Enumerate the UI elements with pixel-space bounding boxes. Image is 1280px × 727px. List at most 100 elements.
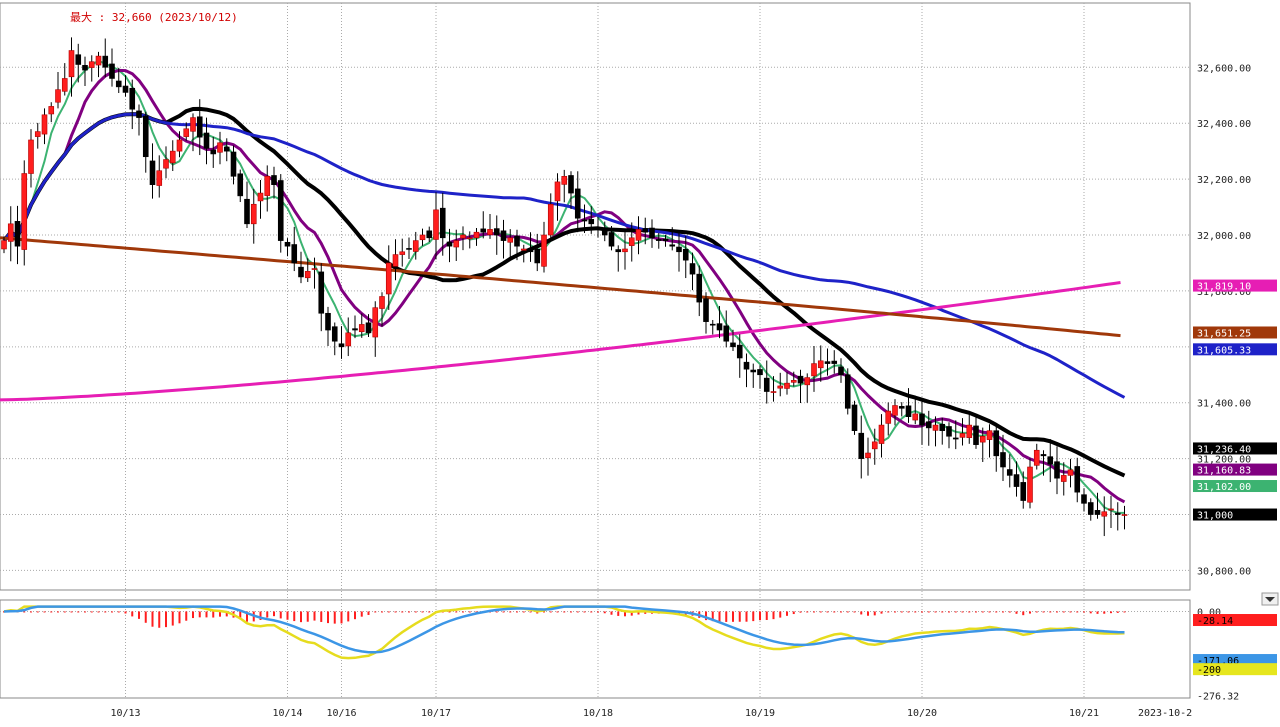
candle-body-down — [223, 146, 230, 152]
candle — [946, 422, 952, 449]
indicator-histogram-bar — [178, 611, 181, 624]
candle — [919, 400, 925, 445]
candle-body-up — [507, 237, 514, 243]
candle-body-down — [824, 361, 831, 364]
candle — [480, 211, 487, 239]
candle — [426, 226, 433, 242]
candle — [1108, 495, 1114, 528]
indicator-histogram-bar — [894, 611, 896, 613]
indicator-histogram-bar — [1076, 611, 1079, 613]
indicator-histogram-bar — [421, 611, 424, 613]
candle-body-up — [878, 424, 885, 444]
candle-body-up — [28, 139, 34, 174]
tag-ma-25-box — [1193, 442, 1277, 455]
indicator-histogram-bar — [1042, 611, 1045, 613]
candle — [230, 145, 237, 185]
price-tick-label: 32,200.00 — [1197, 175, 1251, 186]
candle-body-up — [250, 203, 257, 225]
candle-body-down — [730, 342, 736, 348]
candle — [973, 415, 979, 449]
panel-scroll-button[interactable] — [1261, 592, 1279, 606]
indicator-histogram-bar — [84, 611, 86, 613]
indicator-tick-label: 0.00 — [1197, 607, 1221, 618]
indicator-histogram-bar — [1103, 611, 1106, 614]
candle-body-down — [514, 235, 520, 247]
candle — [223, 138, 230, 162]
indicator-histogram-bar — [617, 611, 620, 616]
indicator-histogram-bar — [1069, 611, 1072, 613]
indicator-histogram-bar — [36, 611, 39, 613]
candle — [939, 417, 946, 445]
candle — [750, 363, 757, 388]
candle-body-down — [331, 326, 338, 342]
candle — [460, 226, 466, 251]
candle — [554, 173, 561, 221]
candle-body-down — [534, 248, 541, 264]
candle — [399, 238, 406, 267]
indicator-histogram-bar — [1035, 611, 1038, 613]
candle-body-down — [595, 227, 601, 230]
candle-body-up — [183, 128, 190, 137]
candle-body-down — [750, 369, 757, 373]
indicator-histogram-bar — [1110, 611, 1112, 614]
candle — [1033, 443, 1040, 470]
candle-body-up — [453, 240, 460, 248]
date-tick-label-last: 2023-10-2 — [1138, 708, 1192, 719]
candle-body-up — [628, 237, 635, 246]
indicator-histogram-bar — [732, 611, 734, 622]
indicator-histogram-bar — [151, 611, 154, 627]
indicator-histogram-bar — [43, 611, 46, 613]
candle — [824, 348, 831, 376]
candle — [730, 329, 736, 352]
candle-body-up — [520, 248, 527, 251]
candle — [986, 424, 993, 458]
indicator-histogram-bar — [57, 611, 59, 613]
indicator-histogram-bar — [590, 611, 593, 613]
candle-body-down — [588, 219, 595, 225]
candle-body-up — [169, 150, 176, 164]
candle — [372, 301, 379, 357]
candle — [406, 237, 412, 260]
indicator-histogram-bar — [1123, 611, 1126, 613]
candle-body-up — [912, 413, 919, 421]
candle — [811, 345, 817, 392]
candle-body-up — [865, 452, 871, 459]
candle-body-down — [14, 221, 21, 247]
candle-body-down — [439, 207, 446, 239]
indicator-histogram-bar — [259, 611, 262, 620]
candle — [149, 143, 156, 199]
candle-body-up — [163, 159, 169, 169]
candle-body-up — [399, 251, 406, 255]
candle — [804, 373, 811, 403]
indicator-histogram-bar — [124, 611, 127, 614]
candle-body-up — [1060, 475, 1067, 482]
candle — [129, 79, 136, 130]
candle — [763, 360, 770, 404]
candle-body-down — [122, 85, 129, 93]
candle-body-up — [1108, 508, 1114, 511]
tag-ma-10-box — [1193, 463, 1277, 476]
candle-body-down — [851, 404, 858, 431]
candle — [966, 411, 973, 444]
candle-body-down — [858, 432, 865, 459]
indicator-histogram-bar — [597, 611, 599, 613]
candle — [109, 48, 115, 87]
candle — [1040, 450, 1047, 476]
candle — [784, 372, 790, 395]
indicator-histogram-bar — [948, 611, 950, 613]
candle — [561, 169, 568, 203]
candle — [338, 326, 345, 359]
candle-body-down — [1074, 466, 1081, 493]
indicator-histogram-bar — [495, 611, 498, 613]
price-panel-frame — [0, 2, 1191, 591]
candle — [1054, 446, 1060, 495]
indicator-histogram-bar — [266, 611, 269, 618]
candle — [743, 353, 750, 388]
indicator-histogram-bar — [50, 611, 53, 613]
candle-body-down — [109, 63, 115, 79]
candle — [34, 122, 41, 149]
indicator-histogram-bar — [975, 611, 977, 613]
candle — [102, 38, 109, 78]
date-tick-label: 10/13 — [110, 708, 140, 719]
candle-body-up — [311, 268, 318, 270]
